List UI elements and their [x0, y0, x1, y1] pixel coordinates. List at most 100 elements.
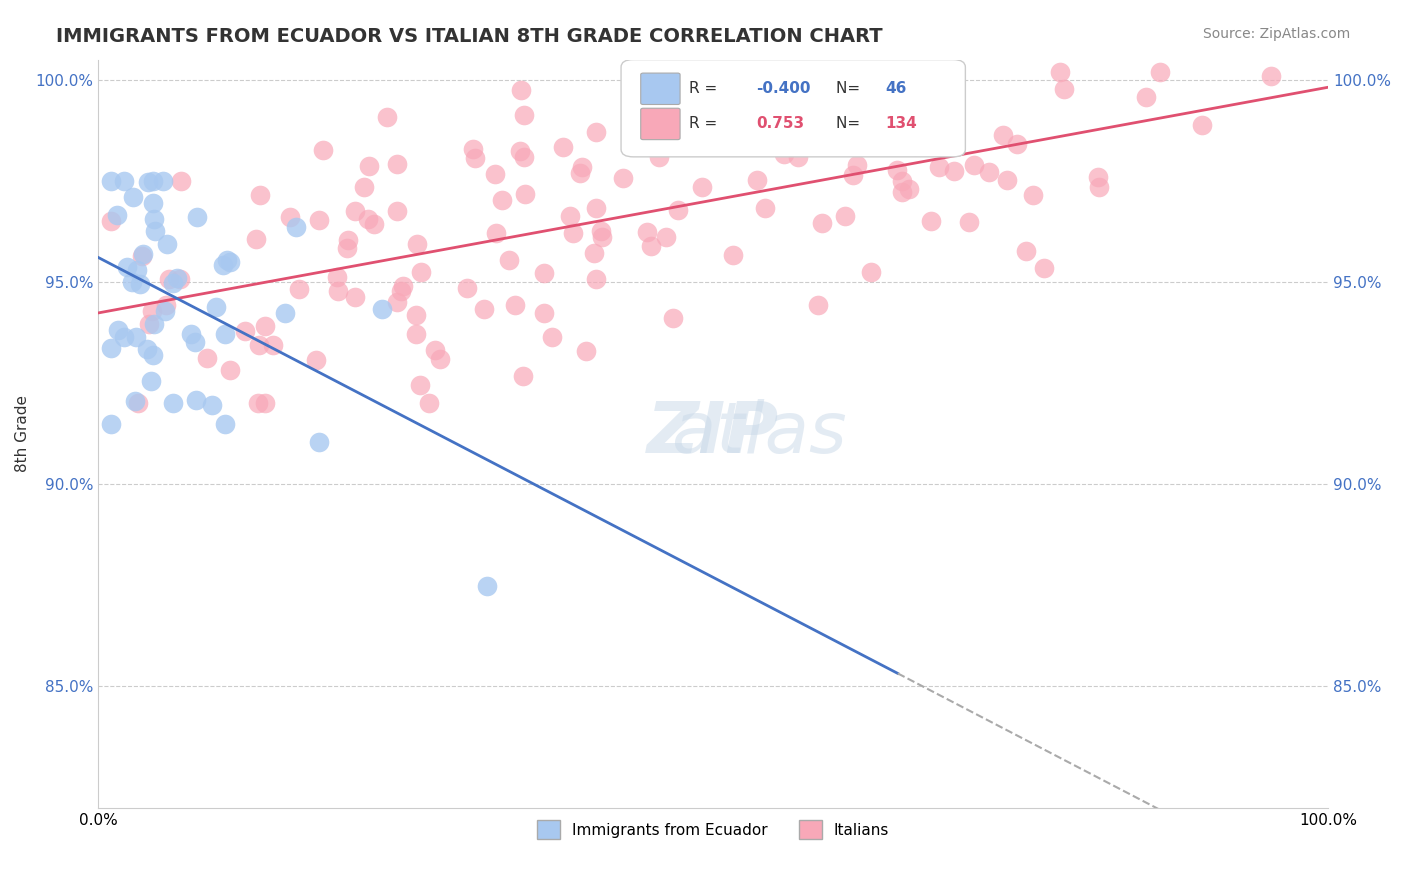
Point [219, 255, 242, 269]
Point [247, 396, 270, 410]
Point [891, 186, 914, 200]
Point [100, 214, 122, 228]
Point [472, 302, 495, 317]
Point [235, 324, 257, 338]
Point [107, 323, 129, 337]
Point [585, 271, 607, 285]
Point [305, 353, 328, 368]
FancyBboxPatch shape [641, 108, 681, 140]
Point [141, 304, 163, 318]
Point [841, 169, 863, 183]
Point [612, 171, 634, 186]
Point [219, 362, 242, 376]
Point [513, 108, 536, 122]
Point [138, 176, 160, 190]
Text: R =: R = [689, 116, 721, 131]
Point [890, 174, 912, 188]
Point [136, 342, 159, 356]
Legend: Immigrants from Ecuador, Italians: Immigrants from Ecuador, Italians [531, 814, 896, 845]
Point [995, 173, 1018, 187]
Text: -0.400: -0.400 [756, 80, 811, 95]
Point [253, 318, 276, 333]
Text: 46: 46 [886, 80, 907, 95]
Point [387, 157, 409, 171]
Point [337, 233, 360, 247]
Point [745, 173, 768, 187]
Point [730, 64, 752, 78]
Point [326, 270, 349, 285]
Point [121, 275, 143, 289]
Point [1191, 118, 1213, 132]
Point [920, 64, 942, 78]
Point [312, 144, 335, 158]
Point [553, 139, 575, 153]
Point [169, 272, 191, 286]
Point [391, 279, 413, 293]
Point [640, 239, 662, 253]
Point [214, 326, 236, 341]
Point [155, 303, 177, 318]
Point [773, 146, 796, 161]
Point [162, 276, 184, 290]
Point [591, 229, 613, 244]
Point [636, 225, 658, 239]
Point [723, 248, 745, 262]
Text: 134: 134 [886, 116, 917, 131]
Point [157, 272, 180, 286]
Point [661, 311, 683, 326]
Point [375, 110, 398, 124]
Point [131, 250, 153, 264]
Point [575, 344, 598, 359]
Point [124, 393, 146, 408]
Point [1005, 137, 1028, 152]
Point [100, 417, 122, 431]
Point [512, 369, 534, 384]
Point [807, 298, 830, 312]
Point [484, 167, 506, 181]
Point [308, 435, 330, 450]
Point [533, 266, 555, 280]
Point [1260, 69, 1282, 83]
Point [515, 186, 537, 201]
Point [156, 236, 179, 251]
Point [589, 224, 612, 238]
Point [787, 150, 810, 164]
Point [571, 160, 593, 174]
Point [869, 83, 891, 97]
Point [363, 217, 385, 231]
Point [326, 284, 349, 298]
Point [491, 194, 513, 208]
Point [142, 348, 165, 362]
Point [461, 142, 484, 156]
Point [285, 220, 308, 235]
Point [385, 203, 408, 218]
Point [904, 138, 927, 153]
Point [425, 343, 447, 357]
Text: Source: ZipAtlas.com: Source: ZipAtlas.com [1202, 27, 1350, 41]
Point [464, 151, 486, 165]
Point [204, 300, 226, 314]
Point [1049, 64, 1071, 78]
Point [562, 226, 585, 240]
Point [406, 237, 429, 252]
Point [100, 174, 122, 188]
Point [540, 330, 562, 344]
Point [127, 396, 149, 410]
Point [942, 164, 965, 178]
Point [409, 377, 432, 392]
Point [558, 209, 581, 223]
Y-axis label: 8th Grade: 8th Grade [15, 395, 30, 472]
Point [569, 166, 592, 180]
Point [385, 294, 408, 309]
Point [1022, 188, 1045, 202]
Point [513, 150, 536, 164]
Point [357, 159, 380, 173]
Point [245, 232, 267, 246]
Point [278, 211, 301, 225]
Point [143, 224, 166, 238]
Point [409, 265, 432, 279]
Point [343, 204, 366, 219]
Point [582, 245, 605, 260]
Point [991, 128, 1014, 142]
Point [782, 64, 804, 78]
